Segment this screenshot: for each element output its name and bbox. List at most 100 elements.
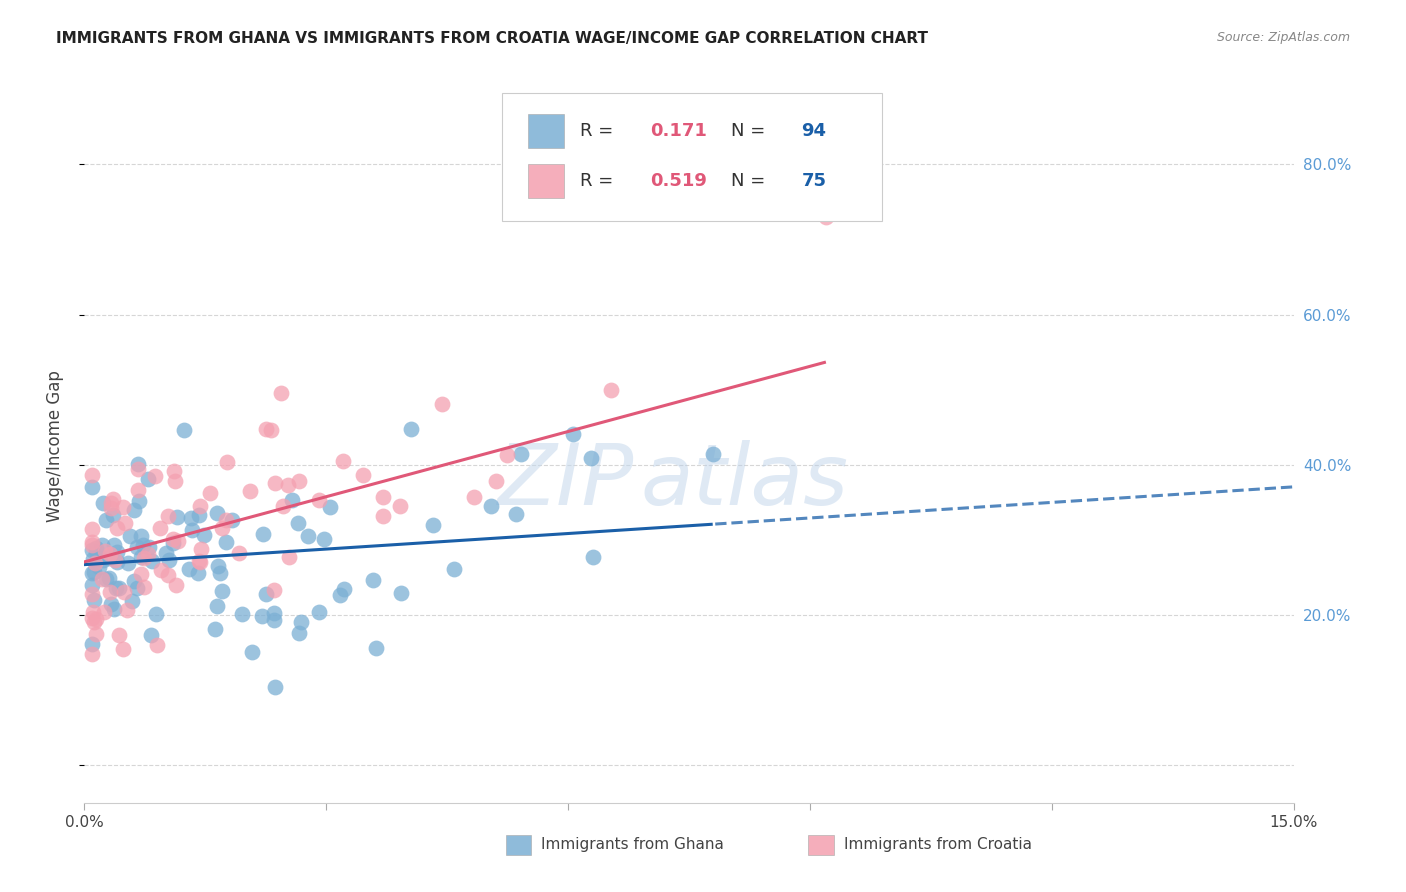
Point <box>131 528 153 542</box>
Point <box>157 568 180 582</box>
Point <box>211 521 233 535</box>
Point <box>399 422 422 436</box>
Point <box>200 486 222 500</box>
Point <box>104 552 127 566</box>
Point <box>157 509 180 524</box>
Point <box>82 587 104 601</box>
Point <box>103 508 125 522</box>
Point <box>82 566 104 581</box>
Text: Immigrants from Ghana: Immigrants from Ghana <box>541 838 724 852</box>
Point <box>120 529 142 543</box>
Point <box>129 566 152 581</box>
Point <box>128 494 150 508</box>
Point <box>127 457 149 471</box>
Point <box>332 582 354 596</box>
Point <box>82 578 104 592</box>
Text: atlas: atlas <box>641 440 849 524</box>
Point <box>582 549 605 564</box>
Point <box>82 543 104 558</box>
Point <box>125 540 148 554</box>
Point <box>332 454 354 468</box>
Point <box>263 613 285 627</box>
Point <box>166 510 188 524</box>
Point <box>814 210 837 224</box>
Point <box>361 573 384 587</box>
Point <box>205 506 228 520</box>
Point <box>389 586 412 600</box>
Point <box>98 547 121 561</box>
Point <box>125 581 148 595</box>
Point <box>83 615 105 629</box>
Point <box>146 638 169 652</box>
Point <box>103 602 125 616</box>
Point <box>264 680 287 694</box>
Point <box>264 475 287 490</box>
Point <box>485 475 508 489</box>
Point <box>263 582 285 597</box>
Text: IMMIGRANTS FROM GHANA VS IMMIGRANTS FROM CROATIA WAGE/INCOME GAP CORRELATION CHA: IMMIGRANTS FROM GHANA VS IMMIGRANTS FROM… <box>56 31 928 46</box>
Point <box>93 605 115 619</box>
Point <box>82 522 104 536</box>
Point <box>179 562 201 576</box>
Point <box>239 483 262 498</box>
Point <box>150 563 173 577</box>
Point <box>143 469 166 483</box>
Bar <box>808 835 834 855</box>
Point <box>121 594 143 608</box>
Point <box>562 426 585 441</box>
Point <box>114 516 136 530</box>
Point <box>145 607 167 622</box>
Point <box>82 637 104 651</box>
Point <box>96 513 118 527</box>
Point <box>83 593 105 607</box>
Point <box>318 500 340 515</box>
Point <box>91 552 114 566</box>
Point <box>90 572 112 586</box>
Point <box>124 574 146 588</box>
Point <box>173 423 195 437</box>
Point <box>308 493 330 508</box>
Point <box>600 383 623 397</box>
Point <box>314 532 336 546</box>
Point <box>371 508 394 523</box>
Point <box>281 493 304 508</box>
Point <box>579 450 602 465</box>
Point <box>422 518 444 533</box>
Point <box>87 550 110 565</box>
Point <box>96 573 118 587</box>
Point <box>252 609 274 624</box>
Point <box>100 496 122 510</box>
Text: R =: R = <box>581 122 619 140</box>
Point <box>702 447 724 461</box>
Point <box>366 640 388 655</box>
Bar <box>529 114 564 148</box>
Point <box>84 541 107 555</box>
Point <box>162 532 184 546</box>
Point <box>127 483 149 497</box>
Point <box>82 610 104 624</box>
Point <box>165 578 187 592</box>
Point <box>167 534 190 549</box>
Point <box>181 523 204 537</box>
Point <box>443 562 465 576</box>
Point <box>138 547 160 561</box>
Point <box>188 500 211 514</box>
Point <box>105 545 128 559</box>
Point <box>105 555 128 569</box>
Text: 0.519: 0.519 <box>650 172 707 190</box>
Point <box>308 605 330 619</box>
Point <box>162 535 184 549</box>
Point <box>263 606 285 620</box>
Point <box>190 542 212 557</box>
Text: 0.171: 0.171 <box>650 122 707 140</box>
Point <box>94 544 117 558</box>
Point <box>209 566 232 580</box>
Point <box>207 559 229 574</box>
Point <box>228 545 250 559</box>
Point <box>149 521 172 535</box>
Point <box>288 626 311 640</box>
Point <box>252 526 274 541</box>
Point <box>288 475 311 489</box>
Point <box>82 605 104 619</box>
Point <box>204 622 226 636</box>
